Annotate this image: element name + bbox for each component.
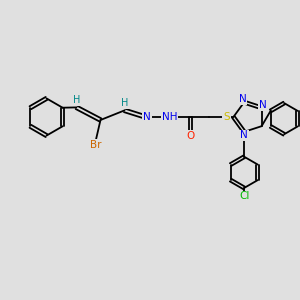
Text: N: N bbox=[143, 112, 151, 122]
Text: Br: Br bbox=[90, 140, 102, 150]
Text: H: H bbox=[121, 98, 128, 108]
Text: N: N bbox=[239, 94, 247, 104]
Text: H: H bbox=[74, 95, 81, 105]
Text: O: O bbox=[186, 130, 195, 141]
Text: N: N bbox=[259, 100, 267, 110]
Text: Cl: Cl bbox=[239, 191, 249, 201]
Text: N: N bbox=[240, 130, 248, 140]
Text: NH: NH bbox=[162, 112, 177, 122]
Text: S: S bbox=[223, 112, 230, 122]
